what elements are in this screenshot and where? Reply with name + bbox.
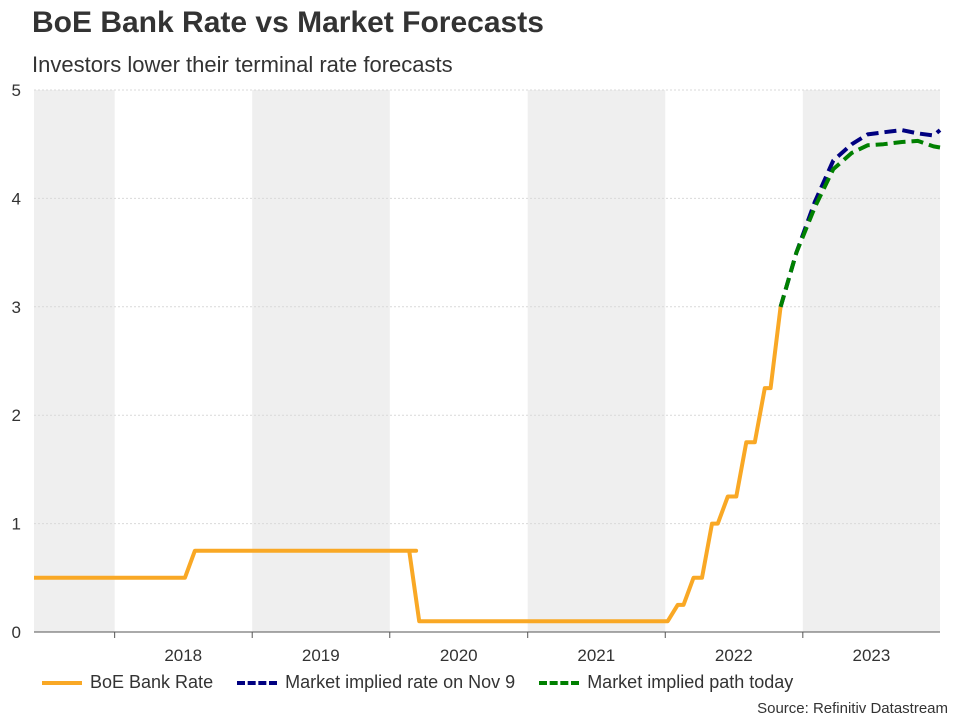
legend-label-nov9: Market implied rate on Nov 9	[285, 672, 516, 692]
x-tick-label: 2021	[577, 646, 615, 665]
legend-item-bank-rate: BoE Bank Rate	[42, 672, 213, 693]
x-tick-label: 2018	[164, 646, 202, 665]
legend-swatch-today	[539, 680, 580, 685]
legend-label-today: Market implied path today	[587, 672, 794, 692]
y-tick-label: 1	[12, 515, 21, 534]
series-line-0	[34, 306, 783, 624]
y-tick-label: 2	[12, 406, 21, 425]
source-note: Source: Refinitiv Datastream	[757, 700, 948, 717]
year-band	[252, 90, 390, 632]
series-line-2	[778, 138, 941, 308]
legend-item-nov9: Market implied rate on Nov 9	[237, 672, 515, 693]
y-tick-label: 3	[12, 298, 21, 317]
year-band	[802, 90, 940, 632]
chart-subtitle: Investors lower their terminal rate fore…	[32, 52, 453, 77]
legend: BoE Bank Rate Market implied rate on Nov…	[42, 672, 817, 693]
x-tick-label: 2023	[852, 646, 890, 665]
y-tick-label: 5	[12, 81, 21, 100]
y-tick-label: 4	[12, 189, 21, 208]
x-tick-label: 2022	[715, 646, 753, 665]
legend-swatch-nov9	[237, 680, 278, 685]
x-tick-label: 2020	[440, 646, 478, 665]
year-band	[34, 90, 115, 632]
legend-label-bank-rate: BoE Bank Rate	[90, 672, 214, 692]
year-band	[527, 90, 666, 632]
legend-swatch-bank-rate	[42, 680, 82, 685]
x-tick-label: 2019	[302, 646, 340, 665]
legend-item-today: Market implied path today	[539, 672, 793, 693]
y-tick-label: 0	[12, 623, 21, 642]
chart-title: BoE Bank Rate vs Market Forecasts	[32, 6, 544, 39]
